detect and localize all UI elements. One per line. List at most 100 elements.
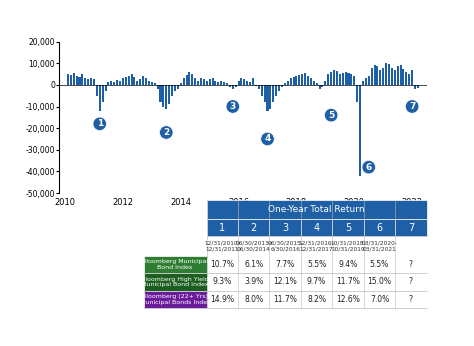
- FancyBboxPatch shape: [144, 291, 207, 308]
- Bar: [258, 85, 260, 89]
- Bar: [385, 63, 387, 85]
- Text: 4: 4: [264, 135, 271, 144]
- FancyBboxPatch shape: [207, 219, 238, 236]
- Bar: [79, 77, 81, 85]
- Bar: [298, 75, 301, 85]
- Bar: [168, 85, 170, 104]
- Bar: [374, 65, 375, 85]
- Bar: [307, 76, 309, 85]
- Text: ?: ?: [409, 277, 413, 286]
- Text: 12.6%: 12.6%: [336, 295, 360, 304]
- Bar: [339, 74, 341, 85]
- Bar: [191, 74, 193, 85]
- Text: 11.7%: 11.7%: [336, 277, 360, 286]
- Bar: [197, 81, 199, 85]
- Text: 11.7%: 11.7%: [273, 295, 297, 304]
- Bar: [82, 74, 83, 85]
- Bar: [319, 85, 320, 89]
- Bar: [353, 76, 356, 85]
- Bar: [142, 76, 144, 85]
- Bar: [200, 78, 202, 85]
- Bar: [223, 82, 225, 85]
- Bar: [163, 85, 164, 107]
- Bar: [240, 78, 243, 85]
- Bar: [371, 67, 373, 85]
- Bar: [93, 80, 95, 85]
- Bar: [116, 80, 118, 85]
- Bar: [99, 85, 101, 111]
- Bar: [209, 80, 210, 85]
- Bar: [235, 85, 237, 87]
- Text: 3: 3: [230, 102, 236, 111]
- Bar: [368, 76, 370, 85]
- Bar: [134, 77, 136, 85]
- Text: Bloomberg High Yield
Municipal Bond Index: Bloomberg High Yield Municipal Bond Inde…: [141, 276, 209, 287]
- Bar: [397, 66, 399, 85]
- Bar: [269, 85, 272, 109]
- Bar: [156, 85, 159, 89]
- Bar: [388, 64, 390, 85]
- Bar: [237, 81, 239, 85]
- Text: 6: 6: [376, 223, 383, 233]
- Bar: [345, 72, 346, 85]
- Bar: [113, 82, 115, 85]
- Bar: [96, 85, 98, 96]
- Bar: [105, 85, 107, 91]
- Bar: [266, 85, 269, 111]
- Bar: [278, 85, 280, 91]
- Bar: [365, 78, 367, 85]
- Bar: [310, 78, 312, 85]
- Bar: [394, 70, 396, 85]
- Bar: [171, 85, 173, 96]
- Text: 7: 7: [408, 223, 414, 233]
- Bar: [108, 82, 109, 85]
- Bar: [272, 85, 274, 102]
- Bar: [249, 82, 251, 85]
- Bar: [252, 78, 254, 85]
- Text: Bloomberg (22+ Yrs)
Municipal Bonds Index: Bloomberg (22+ Yrs) Municipal Bonds Inde…: [140, 294, 210, 305]
- Text: 15.0%: 15.0%: [367, 277, 392, 286]
- Text: 1: 1: [219, 223, 225, 233]
- Bar: [128, 76, 130, 85]
- FancyBboxPatch shape: [144, 256, 207, 273]
- Bar: [246, 81, 248, 85]
- Bar: [316, 83, 318, 85]
- Bar: [391, 67, 393, 85]
- Text: 9.4%: 9.4%: [338, 260, 358, 269]
- Bar: [165, 85, 167, 109]
- Bar: [290, 78, 292, 85]
- Bar: [87, 79, 89, 85]
- Text: 6.1%: 6.1%: [244, 260, 263, 269]
- Bar: [336, 71, 338, 85]
- Text: 12.1%: 12.1%: [273, 277, 297, 286]
- Bar: [220, 81, 222, 85]
- Text: 12/31/2010-
12/31/2011: 12/31/2010- 12/31/2011: [204, 241, 240, 252]
- Bar: [188, 72, 191, 85]
- Text: 3: 3: [282, 223, 288, 233]
- Bar: [226, 83, 228, 85]
- Text: 5.5%: 5.5%: [307, 260, 326, 269]
- Bar: [214, 81, 217, 85]
- Text: 06/30/2015-
6/30/2016: 06/30/2015- 6/30/2016: [267, 241, 303, 252]
- Bar: [264, 85, 265, 102]
- FancyBboxPatch shape: [269, 219, 301, 236]
- Bar: [130, 74, 133, 85]
- Bar: [119, 81, 121, 85]
- Bar: [301, 74, 303, 85]
- Bar: [411, 70, 413, 85]
- Bar: [70, 75, 72, 85]
- Text: 10.7%: 10.7%: [210, 260, 234, 269]
- Bar: [350, 74, 352, 85]
- Bar: [137, 81, 138, 85]
- Bar: [125, 77, 127, 85]
- Bar: [232, 85, 234, 89]
- Bar: [275, 85, 277, 96]
- Bar: [284, 83, 286, 85]
- Bar: [148, 81, 150, 85]
- Bar: [405, 72, 407, 85]
- Text: 2: 2: [251, 223, 257, 233]
- Bar: [313, 81, 315, 85]
- Text: 9.3%: 9.3%: [213, 277, 232, 286]
- Bar: [379, 70, 381, 85]
- Bar: [327, 74, 329, 85]
